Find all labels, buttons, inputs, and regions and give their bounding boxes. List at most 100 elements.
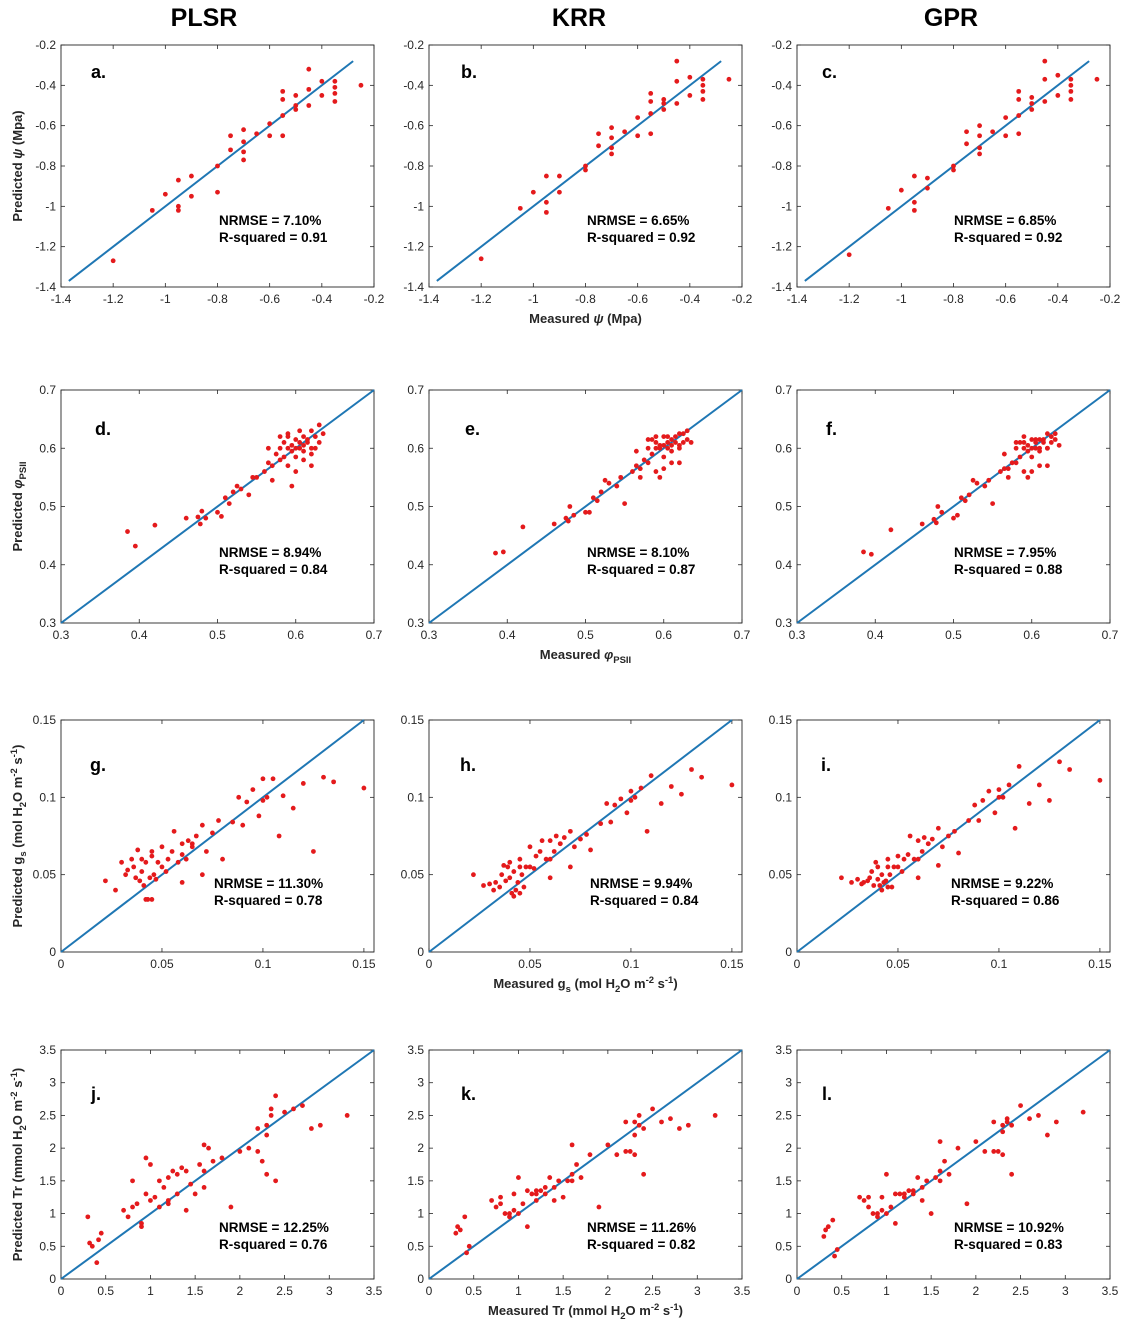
data-point — [193, 833, 199, 839]
x-tick-label: 1 — [883, 1284, 890, 1298]
x-tick-label: 0.5 — [945, 628, 962, 642]
data-point — [293, 469, 299, 474]
data-point — [312, 445, 318, 451]
data-point — [240, 822, 246, 828]
data-point — [602, 477, 608, 483]
data-point — [151, 872, 157, 878]
data-point — [868, 551, 874, 557]
data-point — [939, 509, 945, 515]
y-tick-label: 0.7 — [39, 383, 56, 397]
nrmse-label: NRMSE = 7.95% — [954, 545, 1056, 560]
data-point — [871, 883, 877, 888]
data-point — [982, 1149, 988, 1154]
data-point — [533, 853, 539, 859]
data-point — [267, 121, 273, 127]
x-tick-label: -1.4 — [419, 292, 440, 306]
data-point — [700, 76, 706, 82]
x-tick-label: -0.8 — [207, 292, 228, 306]
data-point — [199, 822, 205, 828]
data-point — [183, 856, 189, 862]
data-point — [301, 457, 306, 463]
data-point — [520, 1201, 526, 1207]
data-point — [578, 836, 583, 842]
data-point — [673, 440, 678, 445]
data-point — [216, 818, 221, 823]
data-point — [977, 145, 982, 151]
y-tick-label: 3.5 — [407, 1043, 424, 1057]
data-point — [228, 133, 233, 139]
data-point — [1036, 782, 1042, 788]
data-point — [291, 1106, 296, 1112]
data-point — [612, 802, 618, 808]
data-point — [143, 1191, 149, 1197]
data-point — [915, 875, 921, 881]
data-point — [685, 1122, 691, 1128]
x-tick-label: -0.6 — [259, 292, 280, 306]
data-point — [332, 91, 338, 96]
data-point — [293, 445, 299, 451]
data-point — [533, 1198, 539, 1203]
data-point — [332, 99, 338, 104]
one-to-one-line — [796, 389, 1111, 624]
data-point — [569, 1171, 575, 1177]
data-point — [574, 1162, 579, 1167]
data-point — [669, 448, 674, 454]
nrmse-label: NRMSE = 7.10% — [219, 213, 321, 228]
data-point — [260, 798, 266, 803]
data-point — [875, 1211, 880, 1216]
y-tick-label: 0.3 — [775, 616, 792, 630]
y-tick-label: 1.5 — [407, 1174, 424, 1188]
one-to-one-line — [60, 389, 375, 624]
data-point — [677, 431, 682, 437]
data-point — [502, 1211, 508, 1216]
data-point — [161, 1185, 167, 1190]
y-tick-label: -0.8 — [35, 159, 56, 173]
data-point — [531, 866, 537, 871]
data-point — [649, 437, 655, 442]
data-point — [623, 1119, 629, 1125]
one-to-one-line — [68, 60, 354, 282]
data-point — [996, 794, 1002, 800]
data-point — [700, 97, 706, 102]
data-point — [925, 841, 931, 847]
data-point — [280, 97, 286, 102]
y-tick-label: -0.4 — [771, 78, 792, 92]
data-point — [924, 1178, 930, 1184]
data-point — [907, 833, 913, 839]
data-point — [973, 1139, 979, 1144]
x-tick-label: -0.2 — [364, 292, 385, 306]
y-tick-label: 0.15 — [769, 713, 793, 727]
data-point — [977, 151, 982, 157]
data-point — [699, 774, 705, 780]
data-point — [931, 516, 937, 522]
data-point — [309, 445, 314, 451]
data-point — [915, 1175, 921, 1180]
panel-letter: b. — [461, 62, 477, 82]
panel-g: 0 0.05 0.1 0.15 0 0.05 0.1 0.15 g. NRMSE = 11.30%… — [9, 713, 376, 971]
data-point — [189, 173, 194, 179]
y-tick-label: 2 — [49, 1141, 56, 1155]
data-point — [149, 207, 155, 213]
data-point — [665, 445, 671, 451]
data-point — [1042, 99, 1048, 104]
data-point — [928, 1211, 934, 1216]
x-tick-label: 0.15 — [352, 957, 376, 971]
data-point — [657, 474, 663, 480]
data-point — [627, 1149, 633, 1154]
data-point — [289, 483, 295, 489]
data-point — [1013, 445, 1019, 451]
data-point — [861, 1198, 867, 1203]
y-tick-label: 0.4 — [39, 558, 56, 572]
data-point — [977, 123, 982, 129]
data-point — [273, 451, 279, 457]
data-point — [219, 514, 224, 519]
data-point — [289, 448, 295, 454]
panel-letter: c. — [822, 62, 837, 82]
x-tick-label: 0.6 — [1023, 628, 1040, 642]
data-point — [632, 1119, 638, 1125]
data-point — [885, 884, 891, 890]
data-point — [1033, 437, 1039, 442]
data-point — [285, 431, 291, 437]
data-point — [1068, 76, 1074, 82]
y-tick-label: 3.5 — [775, 1043, 792, 1057]
